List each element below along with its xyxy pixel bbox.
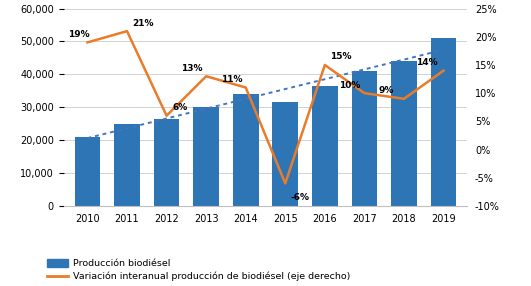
Variación interanual producción de biodiésel (eje derecho): [84, 41, 91, 44]
Bar: [431, 38, 457, 206]
Bar: [391, 61, 417, 206]
Text: 13%: 13%: [181, 64, 203, 73]
Bar: [352, 71, 377, 206]
Text: 21%: 21%: [133, 19, 154, 27]
Text: 10%: 10%: [339, 81, 361, 90]
Bar: [154, 119, 179, 206]
Text: 11%: 11%: [221, 75, 242, 84]
Text: 14%: 14%: [416, 58, 438, 67]
Line: Variación interanual producción de biodiésel (eje derecho): Variación interanual producción de biodi…: [88, 31, 443, 183]
Variación interanual producción de biodiésel (eje derecho): [361, 92, 367, 95]
Bar: [74, 137, 100, 206]
Text: -6%: -6%: [291, 193, 310, 202]
Variación interanual producción de biodiésel (eje derecho): [124, 29, 130, 33]
Variación interanual producción de biodiésel (eje derecho): [401, 97, 407, 100]
Bar: [312, 86, 338, 206]
Legend: Producción biodiésel, Variación interanual producción de biodiésel (eje derecho): Producción biodiésel, Variación interanu…: [47, 259, 350, 281]
Text: 6%: 6%: [172, 103, 187, 112]
Text: 9%: 9%: [379, 86, 395, 95]
Bar: [193, 107, 219, 206]
Text: 19%: 19%: [68, 30, 90, 39]
Variación interanual producción de biodiésel (eje derecho): [282, 182, 288, 185]
Text: 15%: 15%: [330, 52, 352, 61]
Variación interanual producción de biodiésel (eje derecho): [440, 69, 447, 72]
Bar: [272, 102, 298, 206]
Bar: [233, 94, 259, 206]
Variación interanual producción de biodiésel (eje derecho): [164, 114, 170, 118]
Bar: [114, 124, 140, 206]
Variación interanual producción de biodiésel (eje derecho): [243, 86, 249, 89]
Variación interanual producción de biodiésel (eje derecho): [322, 63, 328, 67]
Variación interanual producción de biodiésel (eje derecho): [203, 75, 209, 78]
